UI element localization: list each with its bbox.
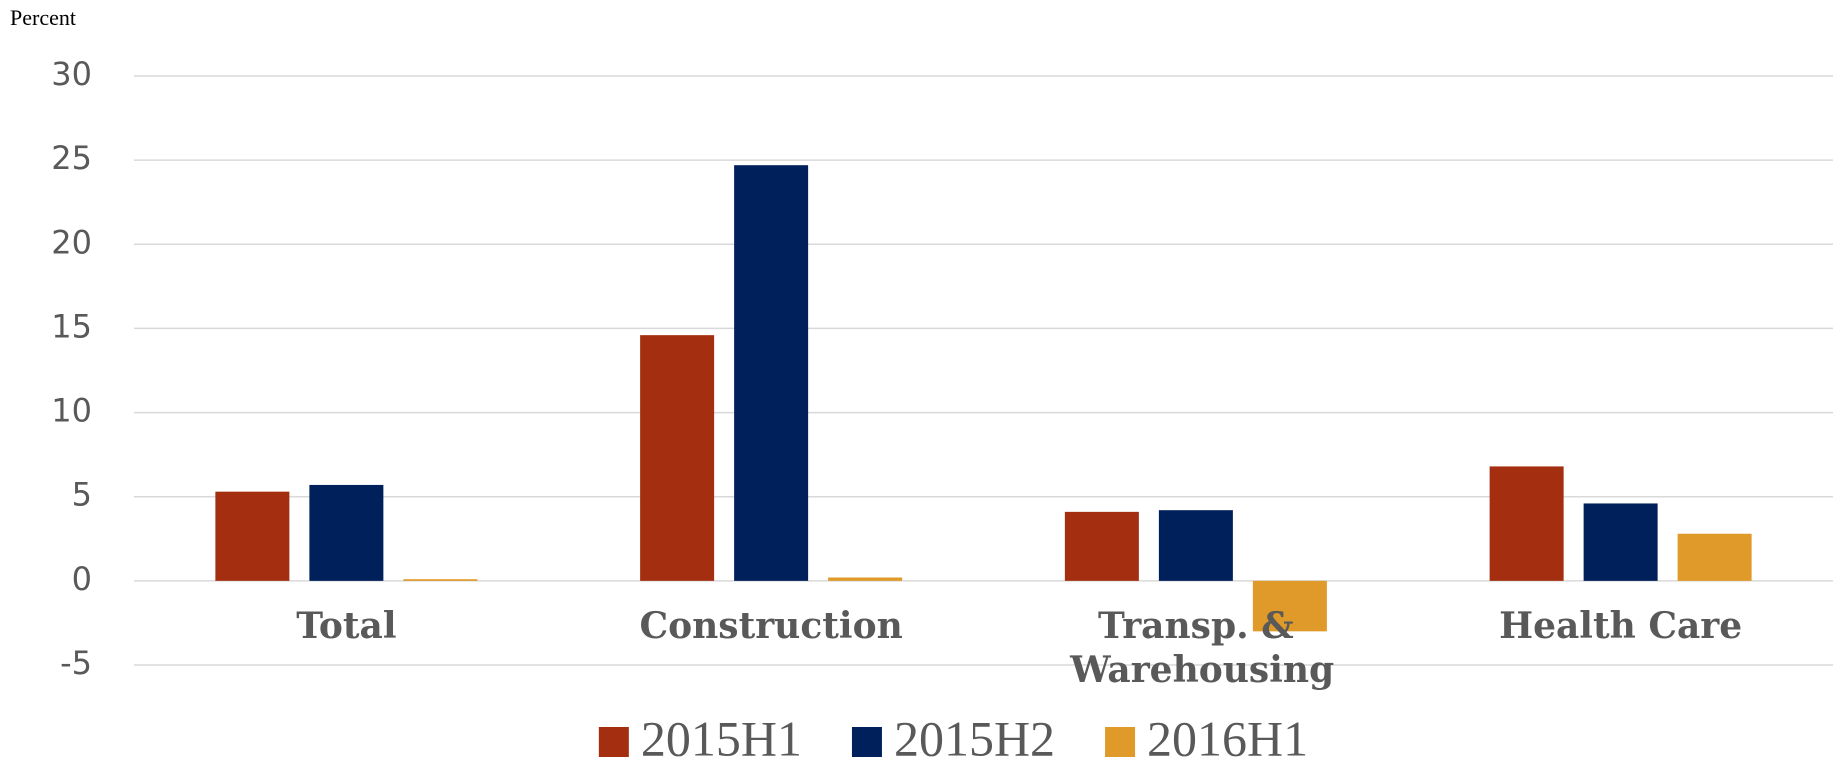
- legend-label: 2015H1: [641, 710, 802, 763]
- bar: [309, 484, 384, 581]
- y-tick-label: -5: [60, 644, 92, 682]
- y-axis-label: Percent: [10, 5, 76, 30]
- y-tick-label: 20: [51, 223, 92, 261]
- bar: [403, 579, 478, 581]
- y-tick-label: 15: [51, 307, 92, 345]
- x-tick-label: Construction: [639, 605, 902, 647]
- y-tick-label: 30: [51, 55, 92, 93]
- y-tick-label: 25: [51, 139, 92, 177]
- y-tick-label: 10: [51, 392, 92, 430]
- bar: [734, 165, 809, 581]
- bar: [1252, 580, 1327, 632]
- bar: [215, 491, 290, 581]
- x-tick-label: Total: [296, 605, 396, 647]
- bar: [1677, 533, 1752, 581]
- bar: [1583, 503, 1658, 581]
- legend-label: 2015H2: [894, 710, 1055, 763]
- legend-swatch: [598, 727, 629, 757]
- legend-swatch: [1105, 727, 1136, 757]
- bar: [1489, 466, 1564, 581]
- x-tick-label: Transp. & Warehousing: [1058, 605, 1335, 691]
- bar: [640, 335, 715, 581]
- y-tick-label: 5: [72, 476, 92, 514]
- y-tick-label: 0: [72, 560, 92, 598]
- bar: [828, 577, 903, 581]
- bar: [1064, 511, 1139, 581]
- x-tick-label: Health Care: [1499, 605, 1742, 647]
- legend-swatch: [851, 727, 882, 757]
- legend-item: 2015H1: [598, 710, 802, 763]
- legend-item: 2015H2: [851, 710, 1055, 763]
- legend-label: 2016H1: [1147, 710, 1308, 763]
- legend-item: 2016H1: [1105, 710, 1308, 763]
- bar: [1158, 510, 1233, 581]
